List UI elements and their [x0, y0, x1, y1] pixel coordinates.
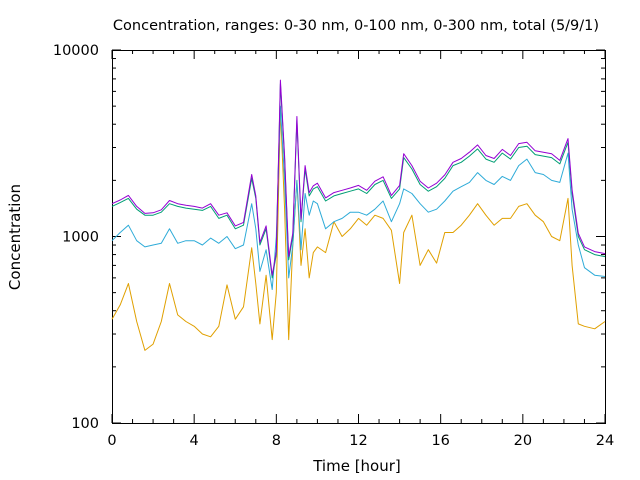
x-tick-label: 4 — [190, 433, 199, 449]
series-lines — [111, 79, 606, 351]
axis-ticks — [111, 49, 606, 424]
series-line-4 — [111, 79, 606, 276]
x-tick-label: 24 — [596, 433, 614, 449]
chart-title: Concentration, ranges: 0-30 nm, 0-100 nm… — [113, 18, 599, 34]
series-line-3 — [111, 83, 606, 279]
y-axis-label: Concentration — [6, 184, 24, 290]
plot-frame — [112, 50, 606, 424]
y-tick-label: 1000 — [62, 230, 99, 246]
x-tick-label: 20 — [514, 433, 532, 449]
y-tick-label: 10000 — [53, 43, 99, 59]
series-line-2 — [111, 105, 606, 290]
series-line-1 — [111, 108, 606, 351]
x-tick-label: 0 — [107, 433, 116, 449]
x-axis-label: Time [hour] — [312, 457, 401, 475]
x-tick-label: 12 — [349, 433, 367, 449]
x-tick-label: 8 — [272, 433, 281, 449]
tick-labels: 0 4 8 12 16 20 24 100 1000 10000 — [53, 43, 614, 449]
y-tick-label: 100 — [71, 416, 99, 432]
x-tick-label: 16 — [431, 433, 449, 449]
